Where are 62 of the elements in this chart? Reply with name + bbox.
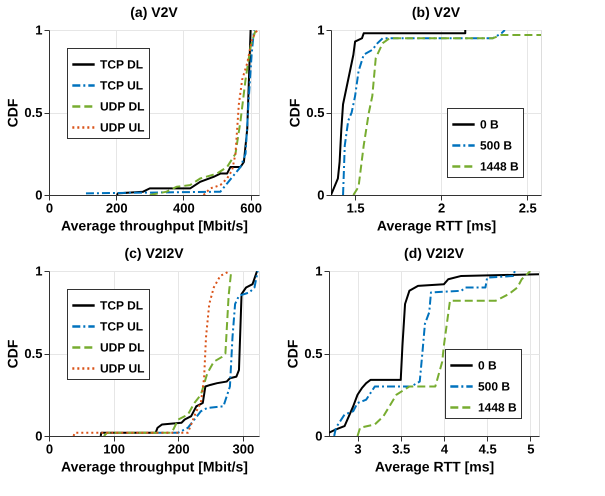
y-tick-label: 1 [35, 264, 42, 278]
x-axis-title: Average RTT [ms] [374, 458, 494, 474]
y-axis-title: CDF [284, 339, 300, 368]
legend-label: 0 B [480, 118, 500, 132]
y-tick-label: 1 [317, 22, 324, 38]
x-tick-label: 100 [103, 442, 125, 456]
legend-label: 1448 B [480, 160, 520, 174]
x-tick-label: 200 [168, 442, 190, 456]
x-tick-label: 200 [106, 200, 128, 216]
x-tick-label: 3 [354, 442, 362, 456]
line-series [356, 271, 532, 436]
legend-label: UDP UL [100, 120, 144, 134]
line-series [72, 271, 231, 436]
y-tick-label: 0.5 [24, 346, 42, 361]
x-tick-label: 5 [527, 442, 534, 456]
y-tick-label: 1 [315, 264, 322, 278]
y-axis-title: CDF [4, 98, 20, 128]
y-tick-label: 0 [35, 188, 42, 202]
legend-label: 500 B [480, 138, 512, 152]
x-axis-title: Average RTT [ms] [376, 218, 496, 234]
line-series [100, 271, 258, 436]
chart-title: (b) V2V [412, 4, 461, 20]
x-axis-title: Average throughput [Mbit/s] [61, 458, 248, 474]
x-tick-label: 4 [440, 442, 449, 456]
legend-label: TCP DL [100, 298, 144, 312]
legend-label: 1448 B [478, 400, 518, 414]
x-tick-label: 2 [438, 200, 446, 216]
legend-label: 0 B [478, 358, 498, 372]
x-tick-label: 2.5 [518, 200, 537, 216]
x-axis-title: Average throughput [Mbit/s] [61, 218, 248, 234]
y-axis-title: CDF [286, 98, 302, 128]
x-tick-label: 600 [240, 200, 262, 216]
line-series [202, 30, 258, 195]
chart-title: (a) V2V [130, 4, 178, 20]
chart-title: (c) V2I2V [124, 245, 184, 261]
legend-label: 500 B [478, 380, 510, 394]
x-tick-label: 0 [46, 442, 54, 456]
chart-title: (d) V2I2V [404, 245, 465, 261]
y-axis-title: CDF [4, 339, 20, 368]
legend-label: TCP DL [100, 58, 144, 72]
x-tick-label: 0 [46, 200, 54, 216]
legend-label: UDP DL [100, 100, 144, 114]
x-tick-label: 1.5 [346, 200, 365, 216]
x-tick-label: 400 [173, 200, 195, 216]
y-tick-label: 0 [35, 428, 42, 444]
legend-label: UDP DL [100, 340, 144, 354]
y-tick-label: 0.5 [306, 105, 324, 120]
legend-label: TCP UL [100, 320, 144, 334]
line-series [342, 30, 506, 195]
line-series [352, 34, 541, 195]
y-tick-label: 1 [35, 22, 42, 38]
legend-label: TCP UL [100, 78, 144, 92]
line-series [84, 30, 255, 194]
y-tick-label: 0.5 [24, 105, 42, 120]
y-tick-label: 0.5 [304, 346, 322, 361]
y-tick-label: 0 [317, 188, 324, 202]
legend-label: UDP UL [100, 362, 144, 376]
line-series [148, 30, 257, 195]
x-tick-label: 3.5 [392, 442, 410, 456]
x-tick-label: 4.5 [478, 442, 497, 456]
x-tick-label: 300 [232, 442, 254, 456]
y-tick-label: 0 [315, 428, 322, 444]
